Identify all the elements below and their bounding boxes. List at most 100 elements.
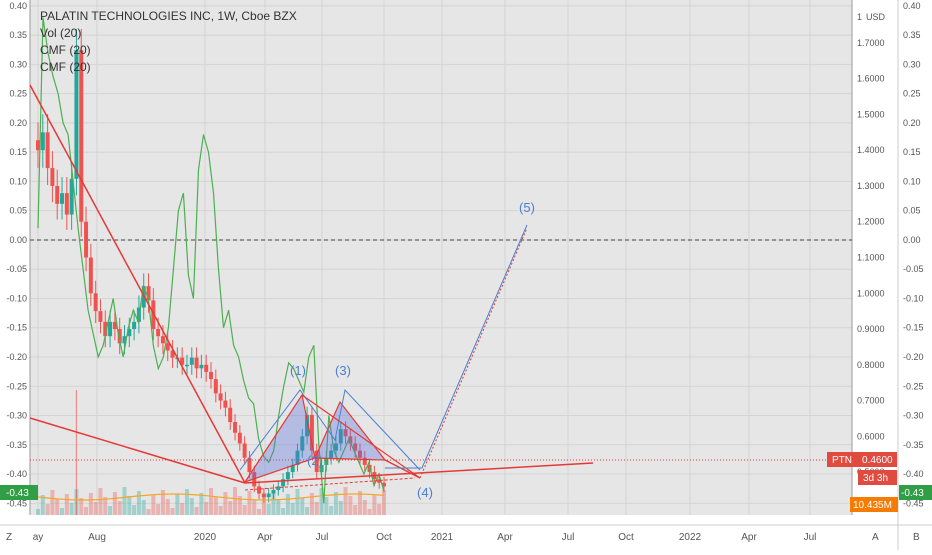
volume-bar bbox=[175, 494, 180, 515]
candle-body bbox=[146, 286, 151, 301]
cmf-tick-label-right: -0.20 bbox=[903, 352, 924, 362]
candle-body bbox=[257, 486, 262, 494]
volume-bar bbox=[223, 492, 228, 515]
volume-bar bbox=[333, 492, 338, 515]
volume-bar bbox=[98, 488, 103, 515]
volume-bar bbox=[93, 502, 98, 515]
candle-body bbox=[290, 464, 295, 473]
time-tick-label: Apr bbox=[741, 532, 757, 543]
candle-body bbox=[281, 479, 286, 487]
time-tick-label: ay bbox=[33, 532, 44, 543]
volume-bar bbox=[112, 492, 117, 515]
cmf-tick-label-right: 0.10 bbox=[903, 176, 921, 186]
candle-body bbox=[218, 393, 223, 401]
time-tick-label: Oct bbox=[618, 532, 634, 543]
wave-label: (4) bbox=[417, 485, 433, 500]
volume-bar bbox=[160, 490, 165, 515]
volume-bar bbox=[79, 498, 84, 515]
cmf-tick-label-left: 0.30 bbox=[9, 59, 27, 69]
candle-body bbox=[329, 450, 334, 458]
cmf-tick-label-left: 0.10 bbox=[9, 176, 27, 186]
time-tick-label: Jul bbox=[804, 532, 817, 543]
volume-bar bbox=[146, 509, 151, 515]
volume-bar bbox=[184, 489, 189, 515]
candle-body bbox=[204, 364, 209, 372]
price-badge-symbol: PTN bbox=[832, 455, 852, 466]
candle-body bbox=[127, 329, 132, 337]
wave-label: (1) bbox=[290, 363, 306, 378]
corner-label-right: B bbox=[913, 532, 920, 543]
volume-bar bbox=[319, 488, 324, 515]
volume-bar bbox=[377, 504, 382, 515]
cmf-tick-label-right: -0.15 bbox=[903, 323, 924, 333]
volume-bar bbox=[252, 500, 257, 515]
candle-body bbox=[88, 257, 93, 294]
price-tick-label: 1.0000 bbox=[857, 288, 885, 298]
volume-bar bbox=[353, 505, 358, 515]
candle-body bbox=[228, 407, 233, 423]
cmf-tick-label-left: -0.15 bbox=[6, 323, 27, 333]
candle-body bbox=[156, 329, 161, 337]
price-tick-label: 1.1000 bbox=[857, 253, 885, 263]
candle-body bbox=[266, 493, 271, 498]
candle-body bbox=[237, 432, 242, 444]
cmf-tick-label-right: -0.05 bbox=[903, 264, 924, 274]
candle-body bbox=[112, 321, 117, 330]
volume-bar bbox=[228, 501, 233, 515]
candle-body bbox=[271, 489, 276, 494]
candle-body bbox=[357, 450, 362, 458]
volume-bar bbox=[309, 493, 314, 515]
corner-label-mid: A bbox=[872, 532, 879, 543]
volume-bar bbox=[40, 495, 45, 515]
cmf-tick-label-left: 0.20 bbox=[9, 118, 27, 128]
plot-background bbox=[30, 0, 852, 515]
time-tick-label: 2022 bbox=[679, 532, 702, 543]
candle-body bbox=[348, 436, 353, 444]
candle-body bbox=[184, 364, 189, 367]
candle-body bbox=[377, 479, 382, 483]
volume-badge-value: 10.435M bbox=[853, 500, 892, 511]
price-tick-label: 0.6000 bbox=[857, 431, 885, 441]
trendline-support bbox=[29, 417, 246, 484]
volume-ma-line bbox=[37, 493, 385, 501]
volume-bar bbox=[343, 487, 348, 515]
indicator-vol[interactable]: Vol (20) bbox=[40, 26, 82, 40]
price-tick-label: 0.9000 bbox=[857, 324, 885, 334]
candle-body bbox=[117, 329, 122, 344]
candle-body bbox=[314, 450, 319, 473]
cmf-tick-label-left: -0.05 bbox=[6, 264, 27, 274]
candle-body bbox=[194, 357, 199, 369]
cmf-badge-left-value: -0.43 bbox=[6, 488, 29, 499]
candle-body bbox=[60, 193, 65, 204]
currency-label: USD bbox=[866, 12, 886, 22]
candle-body bbox=[50, 168, 55, 186]
candle-body bbox=[382, 482, 386, 487]
volume-bar bbox=[151, 495, 156, 515]
indicator-cmf-1[interactable]: CMF (20) bbox=[40, 43, 91, 57]
volume-bar bbox=[60, 508, 65, 515]
price-tick-label: 1.6000 bbox=[857, 74, 885, 84]
volume-bar bbox=[324, 497, 329, 515]
volume-bar bbox=[213, 497, 218, 515]
price-tick-label: 0.8000 bbox=[857, 360, 885, 370]
candle-body bbox=[309, 414, 314, 451]
candle-body bbox=[93, 293, 98, 312]
volume-bar bbox=[180, 503, 185, 515]
cmf-tick-label-right: -0.25 bbox=[903, 381, 924, 391]
cmf-tick-label-left: -0.40 bbox=[6, 469, 27, 479]
cmf-tick-label-right: 0.05 bbox=[903, 206, 921, 216]
cmf-tick-label-right: 0.30 bbox=[903, 59, 921, 69]
candle-body bbox=[242, 443, 247, 458]
candle-body bbox=[213, 379, 218, 394]
candle-body bbox=[223, 400, 228, 408]
indicator-cmf-2[interactable]: CMF (20) bbox=[40, 60, 91, 74]
volume-bar bbox=[372, 495, 377, 515]
candle-body bbox=[69, 178, 74, 215]
candle-body bbox=[209, 371, 213, 380]
volume-bar bbox=[276, 499, 281, 515]
cmf-tick-label-left: 0.00 bbox=[9, 235, 27, 245]
cmf-tick-label-right: 0.15 bbox=[903, 147, 921, 157]
candle-body bbox=[84, 221, 89, 258]
